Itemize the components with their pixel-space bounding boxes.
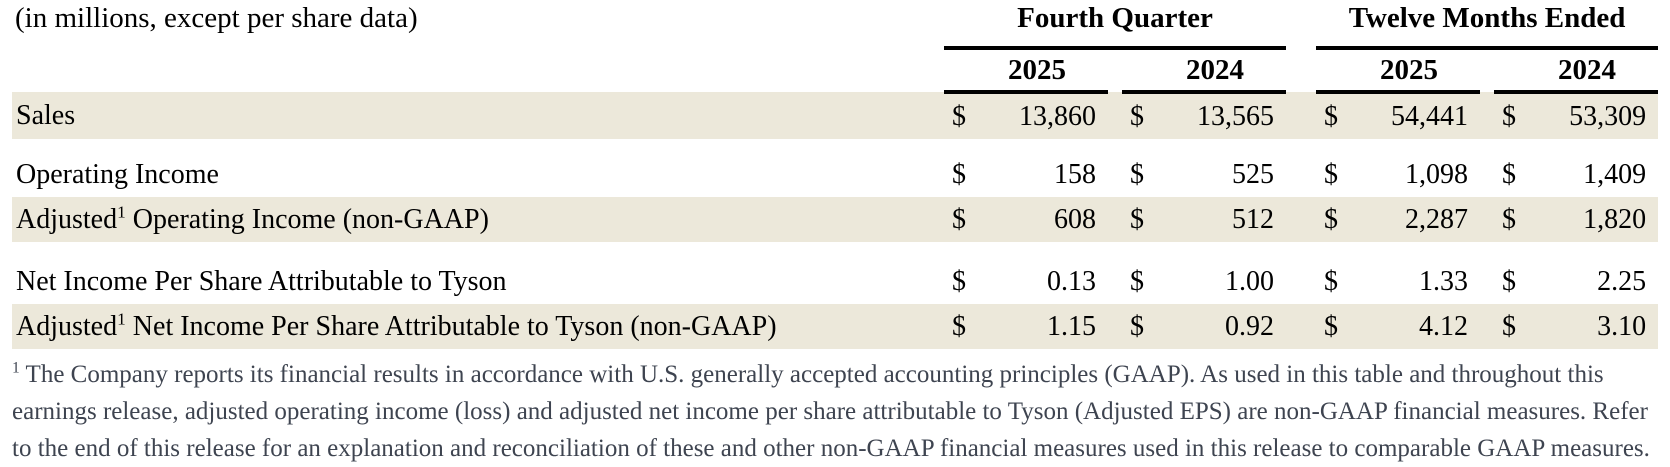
right-margin: [1658, 92, 1670, 139]
left-margin: [0, 0, 12, 48]
value-cell: 608: [988, 197, 1108, 242]
column-gap: [1480, 92, 1495, 139]
value-cell: 13,860: [988, 92, 1108, 139]
right-margin: [1658, 259, 1670, 304]
value-cell: 158: [1054, 158, 1096, 190]
left-margin: [0, 197, 12, 242]
group-gap: [1286, 304, 1317, 349]
left-margin: [0, 259, 12, 304]
right-margin: [1658, 197, 1670, 242]
column-gap: [1480, 152, 1494, 197]
table-row-adjusted-operating-income: Adjusted1 Operating Income (non-GAAP) $ …: [0, 197, 1670, 242]
currency-symbol: $: [944, 197, 988, 242]
group-gap: [1286, 152, 1316, 197]
left-margin: [0, 152, 12, 197]
value-cell: 2.25: [1597, 265, 1647, 297]
group-gap: [1286, 48, 1316, 92]
footnote-text: The Company reports its financial result…: [12, 361, 1650, 462]
currency-symbol: $: [952, 158, 966, 190]
spacer-row: [0, 242, 1670, 259]
currency-symbol: $: [1122, 304, 1166, 349]
column-group-twelve-months-ended: Twelve Months Ended: [1316, 0, 1659, 50]
column-gap: [1108, 48, 1122, 92]
group-gap: [1286, 0, 1316, 48]
row-label: Adjusted1 Net Income Per Share Attributa…: [12, 304, 944, 349]
column-gap: [1480, 259, 1494, 304]
column-gap: [1108, 92, 1122, 139]
column-gap: [1480, 197, 1495, 242]
value-cell: 525: [1232, 158, 1275, 190]
row-label: Sales: [12, 92, 944, 139]
value-cell: 1,820: [1538, 197, 1659, 242]
financial-summary-table: (in millions, except per share data) Fou…: [0, 0, 1670, 349]
currency-symbol: $: [1324, 265, 1339, 297]
currency-symbol: $: [1502, 158, 1517, 190]
row-label: Adjusted1 Operating Income (non-GAAP): [12, 197, 944, 242]
value-cell: 53,309: [1538, 92, 1659, 139]
year-header-fq-2024: 2024: [1122, 48, 1287, 94]
currency-symbol: $: [1324, 158, 1339, 190]
currency-symbol: $: [1130, 265, 1144, 297]
year-header-tme-2025: 2025: [1316, 48, 1481, 94]
currency-symbol: $: [1494, 304, 1539, 349]
column-gap: [1108, 152, 1122, 197]
currency-symbol: $: [1494, 92, 1539, 139]
value-cell: 13,565: [1166, 92, 1287, 139]
currency-symbol: $: [944, 304, 988, 349]
footnote-superscript: 1: [12, 359, 20, 377]
currency-symbol: $: [1122, 92, 1166, 139]
row-label: Operating Income: [16, 158, 219, 190]
currency-symbol: $: [944, 92, 988, 139]
column-group-fourth-quarter: Fourth Quarter: [944, 0, 1287, 50]
column-gap: [1108, 304, 1122, 349]
year-header-tme-2024: 2024: [1494, 48, 1659, 94]
value-cell: 2,287: [1360, 197, 1481, 242]
table-row-eps: Net Income Per Share Attributable to Tys…: [0, 259, 1670, 304]
value-cell: 0.92: [1166, 304, 1287, 349]
label-column-header: [12, 48, 944, 92]
left-margin: [0, 92, 12, 139]
column-gap: [1480, 304, 1495, 349]
value-cell: 1,098: [1405, 158, 1469, 190]
units-note: (in millions, except per share data): [15, 2, 418, 34]
value-cell: 54,441: [1360, 92, 1481, 139]
table-row-operating-income: Operating Income $ 158 $ 525 $ 1,098 $ 1…: [0, 152, 1670, 197]
right-margin: [1658, 0, 1670, 48]
value-cell: 1.00: [1225, 265, 1275, 297]
currency-symbol: $: [1316, 92, 1361, 139]
group-gap: [1286, 197, 1317, 242]
column-gap: [1480, 48, 1494, 92]
group-gap: [1286, 259, 1316, 304]
column-gap: [1108, 197, 1122, 242]
value-cell: 1,409: [1583, 158, 1647, 190]
row-label: Net Income Per Share Attributable to Tys…: [16, 265, 507, 297]
value-cell: 4.12: [1360, 304, 1481, 349]
currency-symbol: $: [952, 265, 966, 297]
gaap-footnote: 1 The Company reports its financial resu…: [12, 356, 1658, 467]
year-header-fq-2025: 2025: [944, 48, 1108, 94]
currency-symbol: $: [1316, 304, 1361, 349]
value-cell: 512: [1166, 197, 1287, 242]
currency-symbol: $: [1316, 197, 1361, 242]
left-margin: [0, 48, 12, 92]
value-cell: 0.13: [1047, 265, 1096, 297]
group-gap: [1286, 92, 1317, 139]
column-gap: [1108, 259, 1122, 304]
left-margin: [0, 304, 12, 349]
value-cell: 1.15: [988, 304, 1108, 349]
currency-symbol: $: [1494, 197, 1539, 242]
table-row-adjusted-eps: Adjusted1 Net Income Per Share Attributa…: [0, 304, 1670, 349]
right-margin: [1658, 48, 1670, 92]
table-row-sales: Sales $ 13,860 $ 13,565 $ 54,441 $ 53,30…: [0, 92, 1670, 139]
right-margin: [1658, 304, 1670, 349]
value-cell: 1.33: [1419, 265, 1469, 297]
value-cell: 3.10: [1538, 304, 1659, 349]
right-margin: [1658, 152, 1670, 197]
spacer-row: [0, 139, 1670, 152]
currency-symbol: $: [1122, 197, 1166, 242]
currency-symbol: $: [1502, 265, 1517, 297]
currency-symbol: $: [1130, 158, 1144, 190]
